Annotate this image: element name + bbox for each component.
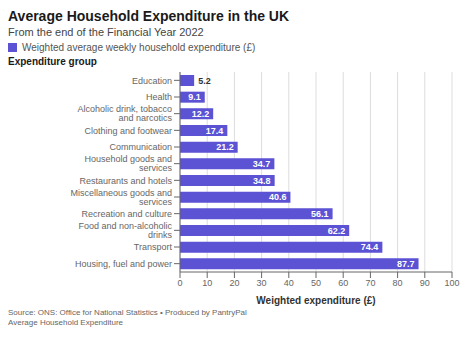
svg-text:30: 30 [257,278,267,288]
svg-text:12.2: 12.2 [192,109,210,119]
svg-text:80: 80 [393,278,403,288]
svg-text:Health: Health [146,92,172,102]
svg-text:Clothing and footwear: Clothing and footwear [84,126,172,136]
svg-text:56.1: 56.1 [311,209,329,219]
svg-text:21.2: 21.2 [216,142,234,152]
svg-text:9.1: 9.1 [188,92,201,102]
html-text:From the end of the Financial: From the end of the Financial Year 2022 [8,26,204,38]
html-text:Weighted average weekly househ: Weighted average weekly household expend… [22,42,256,53]
svg-text:Transport: Transport [134,242,173,252]
svg-text:Household goods andservices: Household goods andservices [84,154,172,173]
svg-text:Recreation and culture: Recreation and culture [81,209,172,219]
svg-text:50: 50 [311,278,321,288]
svg-text:87.7: 87.7 [397,259,415,269]
svg-text:Communication: Communication [109,142,172,152]
svg-text:17.4: 17.4 [206,126,224,136]
svg-text:20: 20 [229,278,239,288]
html-text:Source: ONS: Office for Nation: Source: ONS: Office for National Statist… [8,308,247,327]
svg-text:Weighted expenditure (£): Weighted expenditure (£) [256,295,375,306]
svg-text:60: 60 [338,278,348,288]
svg-text:0: 0 [177,278,182,288]
svg-text:10: 10 [202,278,212,288]
svg-text:34.8: 34.8 [253,176,271,186]
html-text:Expenditure group: Expenditure group [8,56,97,67]
svg-text:Food and non-alcoholicdrinks: Food and non-alcoholicdrinks [78,221,172,240]
svg-text:Miscellaneous goods andservice: Miscellaneous goods andservices [70,188,172,207]
svg-text:90: 90 [420,278,430,288]
svg-text:Housing, fuel and power: Housing, fuel and power [75,259,172,269]
svg-text:74.4: 74.4 [361,242,379,252]
svg-text:Restaurants and hotels: Restaurants and hotels [79,176,172,186]
svg-text:100: 100 [444,278,459,288]
html-text:Average Household Expenditure: Average Household Expenditure in the UK [8,8,290,24]
svg-text:70: 70 [365,278,375,288]
svg-text:62.2: 62.2 [328,226,346,236]
svg-text:40.6: 40.6 [269,192,287,202]
svg-text:40: 40 [284,278,294,288]
svg-text:5.2: 5.2 [198,76,211,86]
svg-text:Alcoholic drink, tobaccoand na: Alcoholic drink, tobaccoand narcotics [77,104,172,123]
svg-text:34.7: 34.7 [253,159,271,169]
svg-text:Education: Education [132,76,172,86]
